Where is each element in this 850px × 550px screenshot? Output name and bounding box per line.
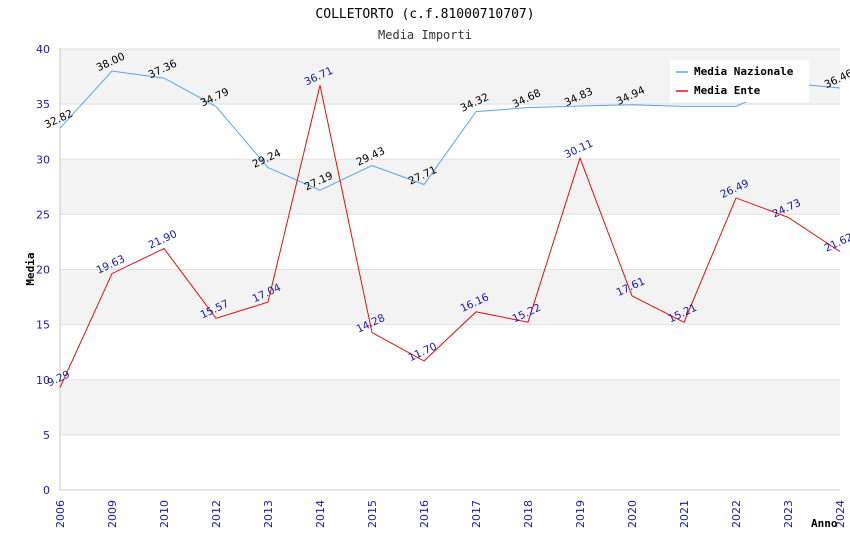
legend-label-media-ente: Media Ente bbox=[694, 84, 761, 97]
y-tick-label: 15 bbox=[36, 319, 50, 332]
y-tick-label: 30 bbox=[36, 153, 50, 166]
x-tick-label: 2019 bbox=[574, 500, 587, 528]
x-tick-label: 2023 bbox=[782, 500, 795, 528]
x-tick-label: 2024 bbox=[834, 500, 847, 528]
chart-subtitle: Media Importi bbox=[378, 28, 472, 42]
x-tick-labels: 2006 2009 2010 2012 2013 2014 2015 2016 2017 2018… bbox=[54, 500, 847, 528]
x-tick-label: 2017 bbox=[470, 500, 483, 528]
grid-bands bbox=[60, 49, 840, 490]
legend-label-media-nazionale: Media Nazionale bbox=[694, 65, 794, 78]
legend-box bbox=[670, 60, 809, 102]
x-tick-label: 2012 bbox=[210, 500, 223, 528]
x-axis-label: Anno bbox=[811, 517, 838, 530]
x-tick-label: 2009 bbox=[106, 500, 119, 528]
y-tick-label: 35 bbox=[36, 98, 50, 111]
x-tick-label: 2014 bbox=[314, 500, 327, 528]
grid-band bbox=[60, 434, 840, 490]
y-tick-label: 40 bbox=[36, 43, 50, 56]
y-axis-label: Media bbox=[24, 252, 37, 285]
x-tick-label: 2020 bbox=[626, 500, 639, 528]
y-tick-label: 20 bbox=[36, 264, 50, 277]
grid-band bbox=[60, 379, 840, 435]
x-tick-label: 2010 bbox=[158, 500, 171, 528]
grid-band bbox=[60, 324, 840, 380]
series-line-media-ente bbox=[59, 85, 841, 388]
x-tick-label: 2006 bbox=[54, 500, 67, 528]
grid-band bbox=[60, 159, 840, 215]
x-tick-label: 2016 bbox=[418, 500, 431, 528]
grid-band bbox=[60, 104, 840, 160]
x-tick-label: 2018 bbox=[522, 500, 535, 528]
series-lines bbox=[59, 70, 841, 388]
series-line-media-nazionale bbox=[59, 70, 841, 191]
x-tick-label: 2021 bbox=[678, 500, 691, 528]
chart-title: COLLETORTO (c.f.81000710707) bbox=[315, 7, 534, 22]
y-tick-labels: 0 5 10 15 20 25 30 35 40 bbox=[36, 43, 50, 497]
x-tick-label: 2015 bbox=[366, 500, 379, 528]
grid-band bbox=[60, 269, 840, 325]
y-tick-label: 0 bbox=[43, 484, 50, 497]
y-tick-label: 5 bbox=[43, 429, 50, 442]
x-tick-label: 2013 bbox=[262, 500, 275, 528]
grid-band bbox=[60, 214, 840, 270]
legend: Media Nazionale Media Ente bbox=[670, 60, 809, 102]
y-tick-label: 25 bbox=[36, 208, 50, 221]
y-tick-label: 10 bbox=[36, 374, 50, 387]
x-tick-label: 2022 bbox=[730, 500, 743, 528]
